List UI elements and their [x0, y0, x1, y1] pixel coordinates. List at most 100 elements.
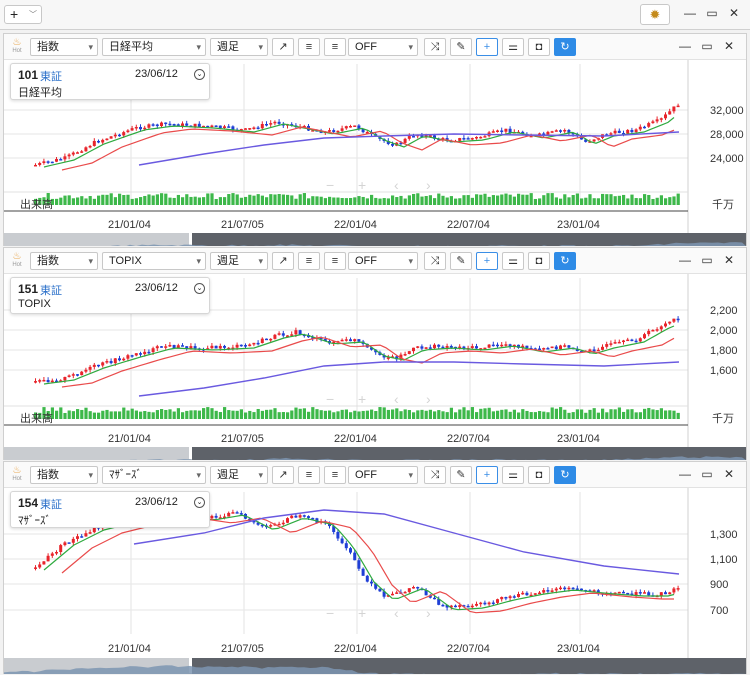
- align-right-icon[interactable]: ≡: [324, 252, 346, 270]
- volume-bar: [197, 197, 201, 205]
- crosshair-icon[interactable]: +: [476, 466, 498, 484]
- period-select[interactable]: 週足 ▾: [210, 466, 268, 484]
- collapse-chevron-icon[interactable]: ⌄: [194, 69, 205, 80]
- volume-bar: [428, 195, 432, 205]
- refresh-icon[interactable]: ↻: [554, 252, 576, 270]
- align-right-icon[interactable]: ≡: [324, 38, 346, 56]
- collapse-chevron-icon[interactable]: ⌄: [194, 497, 205, 508]
- sliders-icon[interactable]: ⚌: [502, 252, 524, 270]
- pen-icon[interactable]: ✎: [450, 466, 472, 484]
- candle-down: [311, 517, 315, 520]
- nav-overlay-icon: ›: [426, 605, 431, 621]
- candle-down: [676, 318, 680, 321]
- candle-up: [122, 132, 126, 136]
- trendline-icon[interactable]: ↗: [272, 466, 294, 484]
- period-select[interactable]: 週足 ▾: [210, 38, 268, 56]
- volume-bar: [256, 408, 260, 419]
- shuffle-icon[interactable]: ⤨: [424, 466, 446, 484]
- indicator-select[interactable]: OFF ▾: [348, 252, 418, 270]
- settings-gear-icon[interactable]: ✹: [640, 4, 670, 25]
- candle-down: [164, 122, 168, 125]
- hot-flame-icon[interactable]: ♨ Hot: [12, 251, 22, 268]
- type-select[interactable]: 指数 ▾: [30, 252, 98, 270]
- period-select[interactable]: 週足 ▾: [210, 252, 268, 270]
- minimize-icon[interactable]: —: [684, 6, 696, 20]
- candle-up: [407, 351, 411, 354]
- volume-bar: [659, 195, 663, 205]
- candle-up: [500, 344, 504, 347]
- candle-up: [563, 130, 567, 132]
- indicator-select[interactable]: OFF ▾: [348, 38, 418, 56]
- add-chart-button[interactable]: + ﹀: [4, 5, 42, 24]
- close-icon[interactable]: ✕: [723, 253, 735, 267]
- trendline-icon[interactable]: ↗: [272, 38, 294, 56]
- maximize-icon[interactable]: ▭: [701, 39, 713, 53]
- minimize-icon[interactable]: —: [679, 467, 691, 481]
- volume-bar: [668, 410, 672, 419]
- align-left-icon[interactable]: ≡: [298, 38, 320, 56]
- volume-bar: [575, 193, 579, 205]
- hot-flame-icon[interactable]: ♨ Hot: [12, 465, 22, 482]
- camera-icon[interactable]: ◘: [528, 466, 550, 484]
- candle-up: [281, 522, 285, 525]
- trendline-icon[interactable]: ↗: [272, 252, 294, 270]
- candle-up: [38, 162, 42, 165]
- candle-up: [458, 605, 462, 607]
- close-icon[interactable]: ✕: [723, 39, 735, 53]
- volume-bar: [197, 410, 201, 419]
- volume-bar: [626, 409, 630, 419]
- maximize-icon[interactable]: ▭: [701, 253, 713, 267]
- candle-up: [458, 346, 462, 349]
- symbol-select[interactable]: ﾏｻﾞｰｽﾞ ▾: [102, 466, 206, 484]
- crosshair-icon[interactable]: +: [476, 38, 498, 56]
- shuffle-icon[interactable]: ⤨: [424, 38, 446, 56]
- candle-up: [55, 551, 58, 554]
- volume-bar: [491, 195, 495, 205]
- volume-bar: [332, 197, 336, 205]
- align-left-icon[interactable]: ≡: [298, 466, 320, 484]
- candle-up: [647, 330, 651, 335]
- volume-bar: [596, 198, 600, 205]
- candle-down: [357, 339, 361, 342]
- volume-bar: [542, 195, 546, 205]
- sliders-icon[interactable]: ⚌: [502, 466, 524, 484]
- sliders-icon[interactable]: ⚌: [502, 38, 524, 56]
- candle-down: [462, 346, 466, 349]
- minimize-icon[interactable]: —: [679, 39, 691, 53]
- pen-icon[interactable]: ✎: [450, 38, 472, 56]
- candle-up: [651, 330, 655, 332]
- camera-icon[interactable]: ◘: [528, 38, 550, 56]
- symbol-select[interactable]: 日経平均 ▾: [102, 38, 206, 56]
- volume-bar: [134, 410, 138, 419]
- maximize-icon[interactable]: ▭: [701, 467, 713, 481]
- candle-down: [563, 587, 567, 590]
- minimize-icon[interactable]: —: [679, 253, 691, 267]
- nav-overlay-icon: +: [358, 605, 366, 621]
- close-icon[interactable]: ✕: [723, 467, 735, 481]
- y-tick-label: 1,300: [710, 529, 738, 541]
- candle-down: [370, 347, 373, 350]
- symbol-name: TOPIX: [18, 298, 51, 310]
- volume-bar: [672, 410, 676, 419]
- close-icon[interactable]: ✕: [728, 6, 740, 20]
- refresh-icon[interactable]: ↻: [554, 466, 576, 484]
- align-right-icon[interactable]: ≡: [324, 466, 346, 484]
- refresh-icon[interactable]: ↻: [554, 38, 576, 56]
- type-select[interactable]: 指数 ▾: [30, 38, 98, 56]
- volume-bar: [512, 196, 516, 205]
- collapse-chevron-icon[interactable]: ⌄: [194, 283, 205, 294]
- camera-icon[interactable]: ◘: [528, 252, 550, 270]
- shuffle-icon[interactable]: ⤨: [424, 252, 446, 270]
- align-left-icon[interactable]: ≡: [298, 252, 320, 270]
- candle-up: [609, 343, 613, 345]
- type-select[interactable]: 指数 ▾: [30, 466, 98, 484]
- maximize-icon[interactable]: ▭: [706, 6, 718, 20]
- indicator-select[interactable]: OFF ▾: [348, 466, 418, 484]
- chevron-down-icon: ▾: [196, 256, 201, 266]
- volume-bar: [382, 198, 386, 205]
- hot-flame-icon[interactable]: ♨ Hot: [12, 37, 22, 54]
- volume-bar: [609, 194, 613, 205]
- pen-icon[interactable]: ✎: [450, 252, 472, 270]
- symbol-select[interactable]: TOPIX ▾: [102, 252, 206, 270]
- crosshair-icon[interactable]: +: [476, 252, 498, 270]
